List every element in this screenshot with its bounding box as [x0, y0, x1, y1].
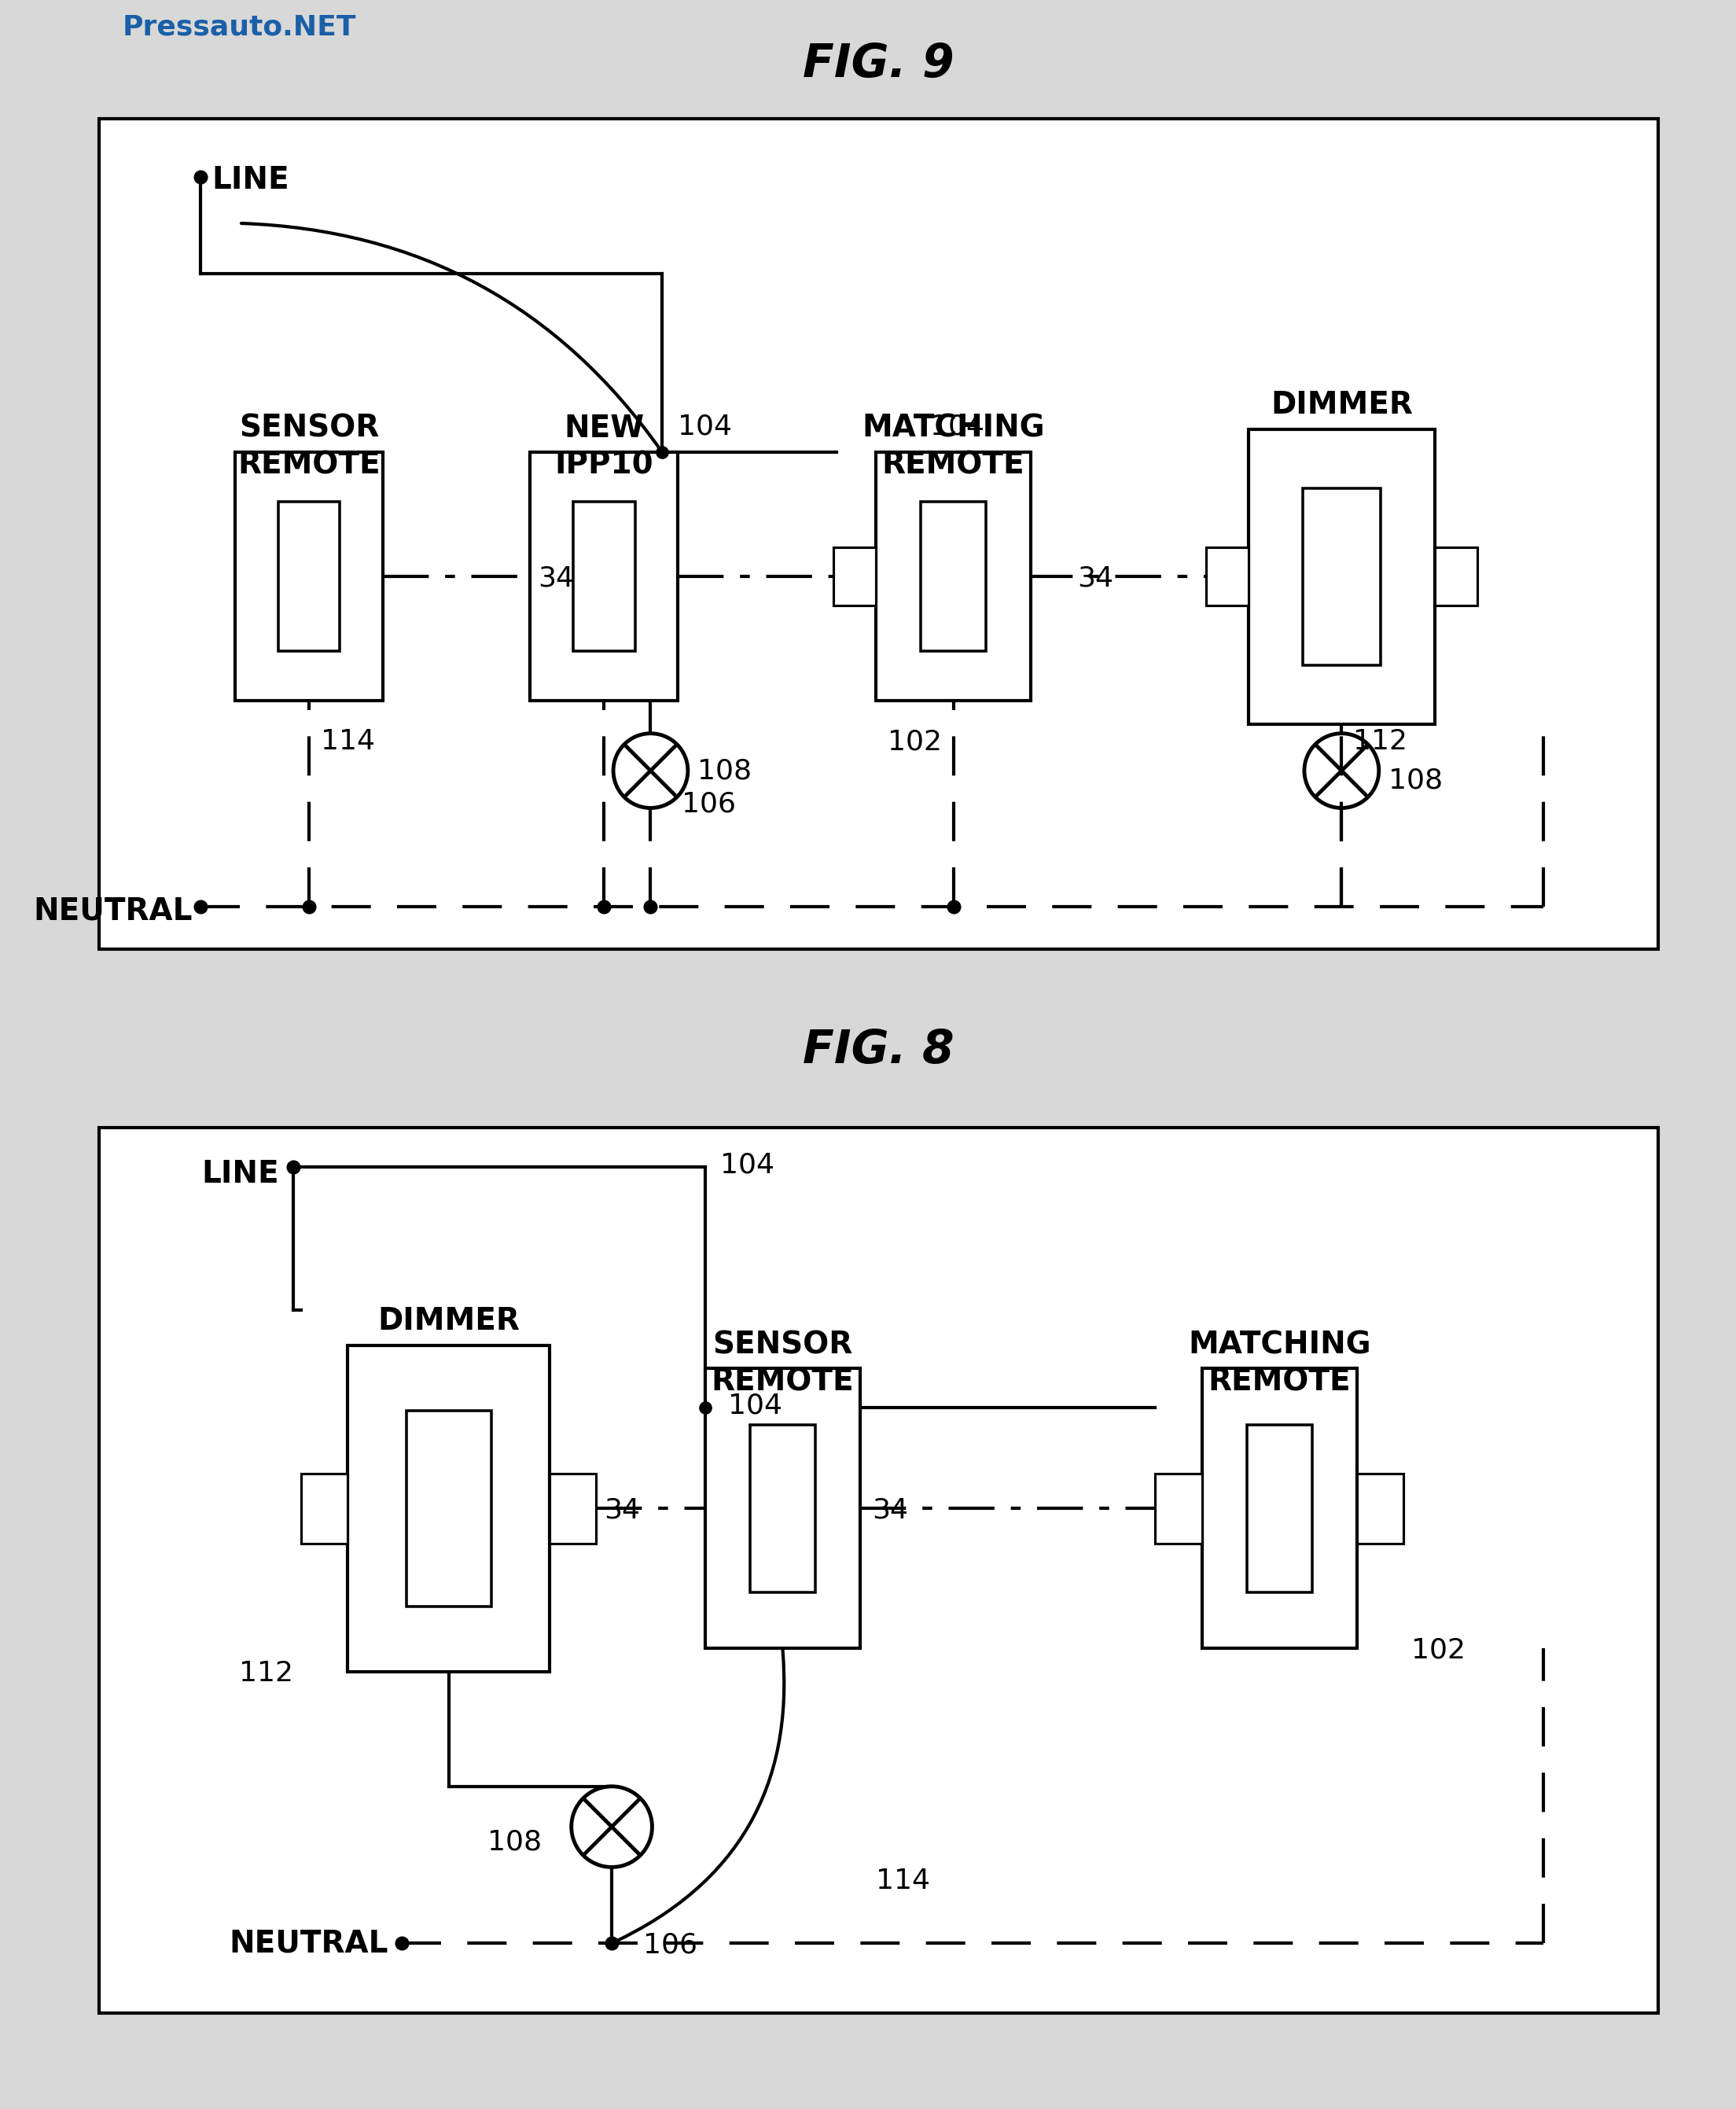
Text: SENSOR
REMOTE: SENSOR REMOTE	[238, 413, 380, 481]
Text: FIG. 9: FIG. 9	[804, 42, 955, 86]
Bar	[1434, 548, 1477, 605]
Bar	[1248, 428, 1434, 723]
Text: 102: 102	[887, 728, 941, 755]
Text: 106: 106	[642, 1932, 698, 1959]
Bar	[406, 1411, 491, 1607]
Bar	[1201, 1369, 1358, 1647]
Text: Pressauto.NET: Pressauto.NET	[123, 15, 356, 40]
Text: 108: 108	[1389, 768, 1443, 793]
Bar	[234, 451, 382, 700]
Bar	[1154, 1474, 1201, 1544]
Bar	[529, 451, 677, 700]
Bar	[920, 502, 986, 652]
Text: 104: 104	[677, 413, 733, 441]
Text: NEUTRAL: NEUTRAL	[229, 1928, 389, 1957]
Text: 114: 114	[875, 1869, 930, 1894]
Text: 108: 108	[698, 757, 752, 785]
Bar	[99, 118, 1658, 949]
Bar	[1302, 487, 1380, 664]
Text: 104: 104	[720, 1152, 774, 1179]
Text: 34: 34	[604, 1497, 641, 1525]
Bar	[875, 451, 1031, 700]
Text: FIG. 8: FIG. 8	[804, 1027, 955, 1073]
Text: 104: 104	[727, 1392, 783, 1419]
Text: 104: 104	[930, 413, 984, 441]
Text: NEW
IPP10: NEW IPP10	[554, 413, 653, 481]
Bar	[1207, 548, 1248, 605]
Text: 112: 112	[1354, 728, 1408, 755]
Text: NEUTRAL: NEUTRAL	[33, 896, 193, 926]
Bar	[750, 1424, 816, 1592]
Text: 34: 34	[871, 1497, 908, 1525]
Text: 102: 102	[1411, 1637, 1465, 1664]
Bar	[99, 1128, 1658, 2014]
Bar	[833, 548, 875, 605]
Bar	[1246, 1424, 1312, 1592]
Text: SENSOR
REMOTE: SENSOR REMOTE	[712, 1331, 854, 1396]
Text: MATCHING
REMOTE: MATCHING REMOTE	[863, 413, 1045, 481]
Bar	[1358, 1474, 1404, 1544]
Text: MATCHING
REMOTE: MATCHING REMOTE	[1187, 1331, 1371, 1396]
Text: LINE: LINE	[201, 1160, 279, 1189]
Text: 108: 108	[488, 1829, 542, 1856]
Text: 34: 34	[538, 565, 575, 593]
Text: 106: 106	[682, 791, 736, 818]
Bar	[347, 1346, 550, 1672]
Bar	[573, 502, 635, 652]
Text: DIMMER: DIMMER	[378, 1305, 519, 1337]
Text: LINE: LINE	[212, 165, 290, 194]
Text: 112: 112	[240, 1660, 293, 1687]
Bar	[705, 1369, 861, 1647]
Bar	[278, 502, 340, 652]
Text: 34: 34	[1078, 565, 1115, 593]
Bar	[300, 1474, 347, 1544]
Text: 114: 114	[321, 728, 375, 755]
Text: DIMMER: DIMMER	[1271, 390, 1413, 420]
Bar	[550, 1474, 595, 1544]
